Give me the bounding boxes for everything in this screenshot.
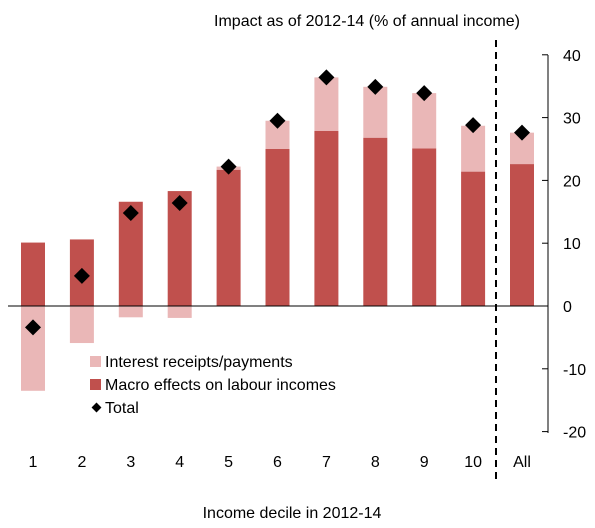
marker-total-2 — [73, 267, 90, 284]
bar-labour-10 — [461, 171, 486, 306]
y-tick-label: -10 — [563, 362, 586, 379]
bar-interest-8 — [363, 86, 388, 138]
x-tick-label: 9 — [420, 454, 429, 471]
bar-labour-8 — [363, 137, 388, 306]
x-tick-label: All — [513, 454, 531, 471]
y-tick-label: -20 — [563, 425, 586, 442]
chart-title: Impact as of 2012-14 (% of annual income… — [214, 13, 520, 30]
bar-labour-6 — [265, 149, 290, 306]
x-tick-label: 10 — [464, 454, 482, 471]
x-ticks: 1 2 3 4 5 6 7 8 9 10 All — [29, 454, 531, 471]
y-tick-label: 20 — [563, 173, 581, 190]
marker-total-All — [514, 124, 530, 141]
bar-labour-5 — [216, 169, 241, 306]
y-tick-label: 0 — [563, 299, 572, 316]
bar-labour-1 — [21, 242, 45, 306]
bar-labour-All — [510, 164, 534, 306]
bar-interest-10 — [461, 125, 486, 172]
bar-labour-9 — [412, 148, 437, 306]
legend: Interest receipts/payments Macro effects… — [90, 354, 336, 417]
x-tick-label: 7 — [322, 454, 331, 471]
bar-interest-7 — [314, 77, 339, 131]
markers-layer — [25, 69, 530, 336]
bar-interest-1 — [21, 306, 45, 391]
x-tick-label: 4 — [175, 454, 184, 471]
marker-total-4 — [171, 195, 188, 212]
bar-labour-7 — [314, 130, 339, 306]
marker-total-8 — [367, 78, 384, 95]
x-tick-label: 6 — [273, 454, 282, 471]
marker-total-7 — [318, 69, 335, 86]
legend-label-interest: Interest receipts/payments — [105, 354, 293, 371]
y-tick-label: 10 — [563, 236, 581, 253]
marker-total-3 — [122, 205, 139, 222]
legend-swatch-interest — [90, 356, 101, 367]
bar-interest-4 — [167, 306, 192, 318]
marker-total-6 — [269, 112, 286, 129]
marker-total-9 — [416, 85, 433, 102]
bar-interest-3 — [118, 306, 143, 318]
legend-swatch-macro — [90, 379, 101, 390]
legend-swatch-total — [91, 402, 102, 413]
marker-total-10 — [465, 117, 482, 134]
legend-label-macro: Macro effects on labour incomes — [105, 377, 336, 394]
x-tick-label: 1 — [29, 454, 38, 471]
bar-interest-2 — [69, 306, 94, 344]
bars-layer — [21, 77, 534, 391]
x-tick-label: 8 — [371, 454, 380, 471]
x-tick-label: 5 — [224, 454, 233, 471]
bar-interest-9 — [412, 93, 437, 149]
marker-total-5 — [220, 158, 237, 175]
x-axis-label: Income decile in 2012-14 — [203, 505, 382, 522]
y-ticks: -20 -10 0 10 20 30 40 — [542, 48, 586, 442]
x-tick-label: 2 — [77, 454, 86, 471]
y-tick-label: 40 — [563, 48, 581, 65]
x-tick-label: 3 — [126, 454, 135, 471]
legend-label-total: Total — [105, 400, 139, 417]
marker-total-1 — [25, 319, 41, 336]
y-tick-label: 30 — [563, 111, 581, 128]
